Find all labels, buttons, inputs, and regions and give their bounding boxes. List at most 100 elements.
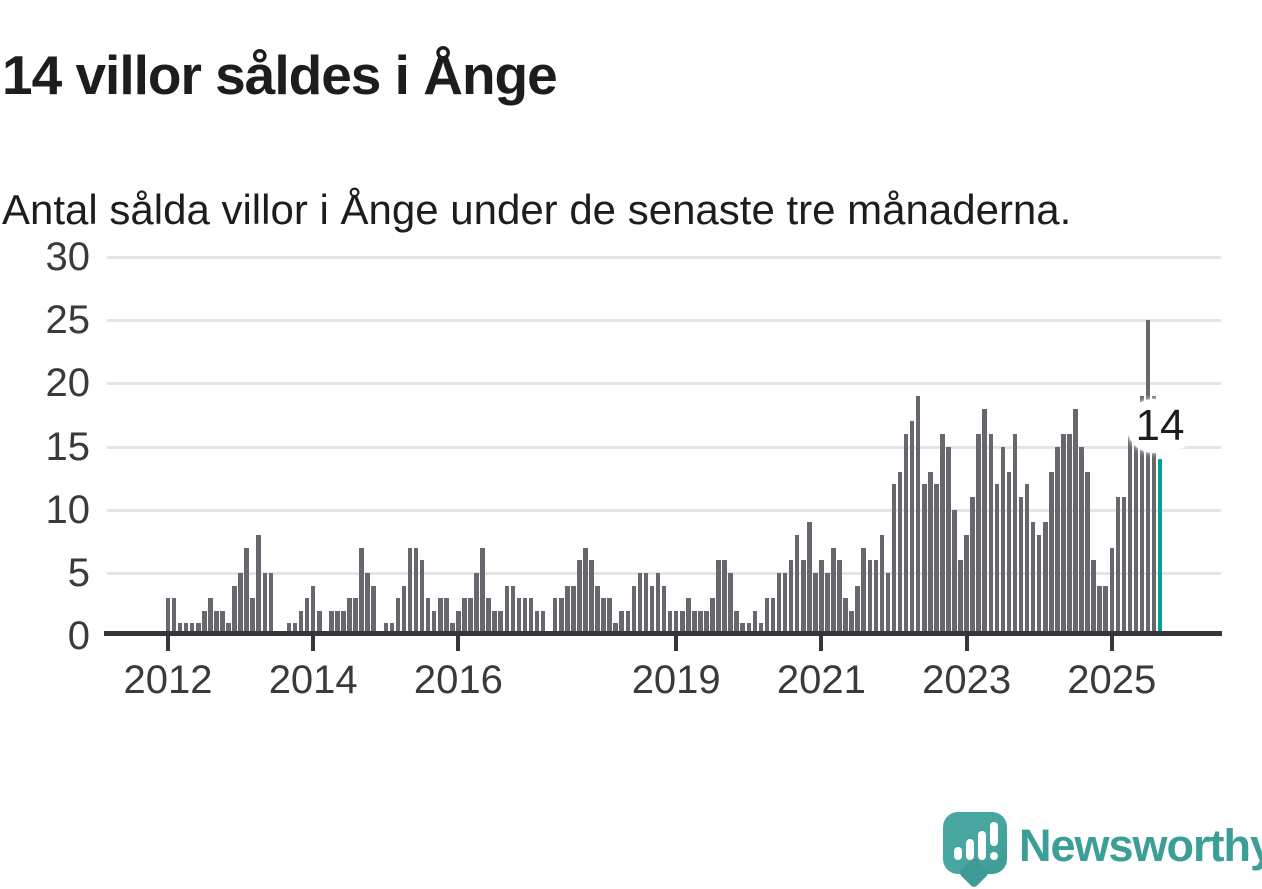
bar <box>444 598 449 636</box>
x-tick-label: 2016 <box>413 658 503 702</box>
bar <box>861 547 867 636</box>
x-tick-label: 2023 <box>922 658 1012 702</box>
bar <box>316 610 322 636</box>
bar <box>534 610 540 636</box>
bar <box>1103 585 1109 636</box>
bar <box>359 547 364 636</box>
bar <box>220 610 225 636</box>
bar <box>909 421 915 636</box>
bar <box>740 623 746 636</box>
bar <box>734 610 739 636</box>
bar <box>710 598 715 636</box>
bar <box>837 560 842 636</box>
bar <box>589 560 594 636</box>
bar <box>1067 433 1072 636</box>
bar <box>268 572 274 636</box>
y-tick-label: 20 <box>45 361 91 406</box>
speech-bubble-tail <box>958 857 990 889</box>
logo-chart-bar-icon <box>978 831 986 860</box>
gridline <box>107 319 1221 323</box>
bar <box>1097 585 1102 636</box>
bar <box>413 547 419 636</box>
bar <box>456 610 461 636</box>
bar <box>692 610 697 636</box>
bar <box>1049 471 1054 636</box>
bar <box>855 585 860 636</box>
bar <box>1151 396 1157 636</box>
bar <box>1036 534 1042 636</box>
bar <box>1024 484 1030 636</box>
bar <box>661 585 667 636</box>
bar <box>341 610 346 636</box>
bar <box>1157 459 1163 636</box>
bar <box>746 623 752 636</box>
bar <box>613 623 618 636</box>
bar <box>431 610 437 636</box>
bar <box>873 560 879 636</box>
bar <box>655 572 661 636</box>
bar <box>292 623 298 636</box>
bar <box>940 433 945 636</box>
bar <box>238 572 243 636</box>
bar <box>208 598 213 636</box>
bar <box>1018 497 1024 636</box>
bar <box>776 572 782 636</box>
bar <box>619 610 625 636</box>
x-tick-label: 2021 <box>776 658 866 702</box>
bar <box>728 572 733 636</box>
bar <box>183 623 189 636</box>
bar <box>704 610 709 636</box>
bar <box>807 522 812 636</box>
bar <box>885 572 891 636</box>
bar <box>831 547 836 636</box>
bar <box>1042 522 1048 636</box>
bar <box>1133 421 1139 636</box>
bar <box>1109 547 1115 636</box>
bar <box>625 610 631 636</box>
bar <box>994 484 1000 636</box>
bar <box>214 610 219 636</box>
bar <box>1121 497 1127 636</box>
bar <box>298 610 304 636</box>
bar <box>171 598 177 636</box>
x-tick <box>674 636 679 651</box>
bar <box>1012 433 1018 636</box>
bar <box>347 598 352 636</box>
x-tick <box>311 636 316 651</box>
bar <box>752 610 758 636</box>
bar <box>607 598 612 636</box>
bar <box>577 560 582 636</box>
x-tick <box>1109 636 1114 651</box>
bar <box>353 598 358 636</box>
bar <box>522 598 528 636</box>
bar <box>813 572 818 636</box>
y-tick-label: 30 <box>45 235 91 279</box>
bar <box>571 585 576 636</box>
x-axis-line <box>104 631 1222 636</box>
gridline <box>107 445 1221 449</box>
bar <box>401 585 407 636</box>
y-tick-label: 5 <box>67 550 90 595</box>
bar <box>782 572 788 636</box>
bar <box>244 547 249 636</box>
bar <box>673 610 679 636</box>
bar <box>329 610 334 636</box>
bar <box>716 560 721 636</box>
bar <box>964 534 969 636</box>
bar <box>958 560 963 636</box>
bar <box>1079 446 1084 636</box>
bar <box>552 598 558 636</box>
bar <box>1091 560 1096 636</box>
x-tick <box>964 636 969 651</box>
bar <box>516 598 522 636</box>
bar <box>195 623 201 636</box>
bar <box>165 598 171 636</box>
brand-name: Newsworthy <box>1019 820 1262 871</box>
bar <box>819 560 824 636</box>
bar <box>232 585 237 636</box>
bar <box>486 598 491 636</box>
bar <box>304 598 310 636</box>
bar <box>462 598 467 636</box>
bar <box>262 572 268 636</box>
